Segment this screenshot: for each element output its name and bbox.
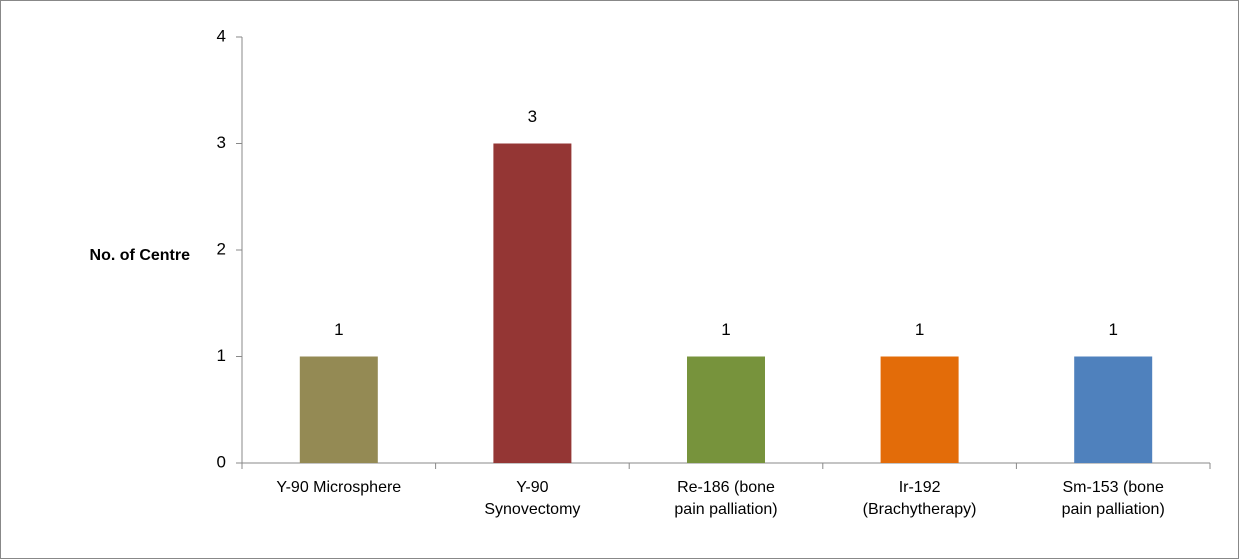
bar xyxy=(880,356,959,463)
x-tick-label: Re-186 (bone pain palliation) xyxy=(674,479,778,518)
y-tick-label: 2 xyxy=(217,239,226,258)
y-tick-label: 0 xyxy=(217,452,226,471)
value-label: 1 xyxy=(721,320,730,339)
x-tick-label: Ir-192 (Brachytherapy) xyxy=(862,479,977,518)
value-label: 1 xyxy=(915,320,924,339)
y-tick-label: 4 xyxy=(217,26,226,45)
x-tick-label: Y-90 Microsphere xyxy=(276,479,402,496)
x-tick-label: Sm-153 (bone pain palliation) xyxy=(1061,479,1165,518)
value-label: 1 xyxy=(334,320,343,339)
value-label: 3 xyxy=(528,107,537,126)
y-tick-label: 3 xyxy=(217,133,226,152)
x-tick-label: Y-90 Synovectomy xyxy=(484,479,581,518)
y-axis-label: No. of Centre xyxy=(90,247,191,264)
bar xyxy=(1074,356,1153,463)
y-tick-label: 1 xyxy=(217,346,226,365)
bar xyxy=(299,356,378,463)
value-label: 1 xyxy=(1108,320,1117,339)
bar xyxy=(493,143,572,463)
bar xyxy=(687,356,765,463)
